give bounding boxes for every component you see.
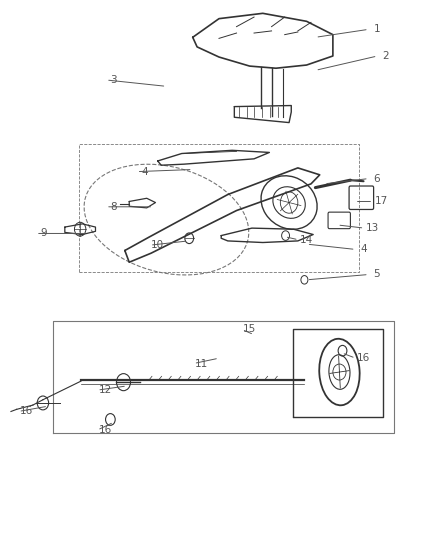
Text: 9: 9: [40, 229, 47, 238]
Text: 3: 3: [110, 75, 117, 85]
Text: 4: 4: [360, 245, 367, 254]
Text: 16: 16: [20, 407, 33, 416]
Text: 13: 13: [366, 223, 379, 233]
Text: 16: 16: [357, 353, 370, 363]
Text: 15: 15: [243, 325, 256, 334]
Text: 12: 12: [99, 385, 112, 395]
Text: 11: 11: [195, 359, 208, 368]
Text: 6: 6: [373, 174, 380, 183]
Text: 16: 16: [99, 425, 112, 435]
Text: 14: 14: [300, 235, 313, 245]
Text: 8: 8: [110, 202, 117, 212]
Text: 1: 1: [373, 25, 380, 34]
Text: 5: 5: [373, 270, 380, 279]
Text: 17: 17: [374, 197, 388, 206]
Text: 4: 4: [141, 167, 148, 176]
Text: 2: 2: [382, 51, 389, 61]
Text: 10: 10: [151, 240, 164, 250]
